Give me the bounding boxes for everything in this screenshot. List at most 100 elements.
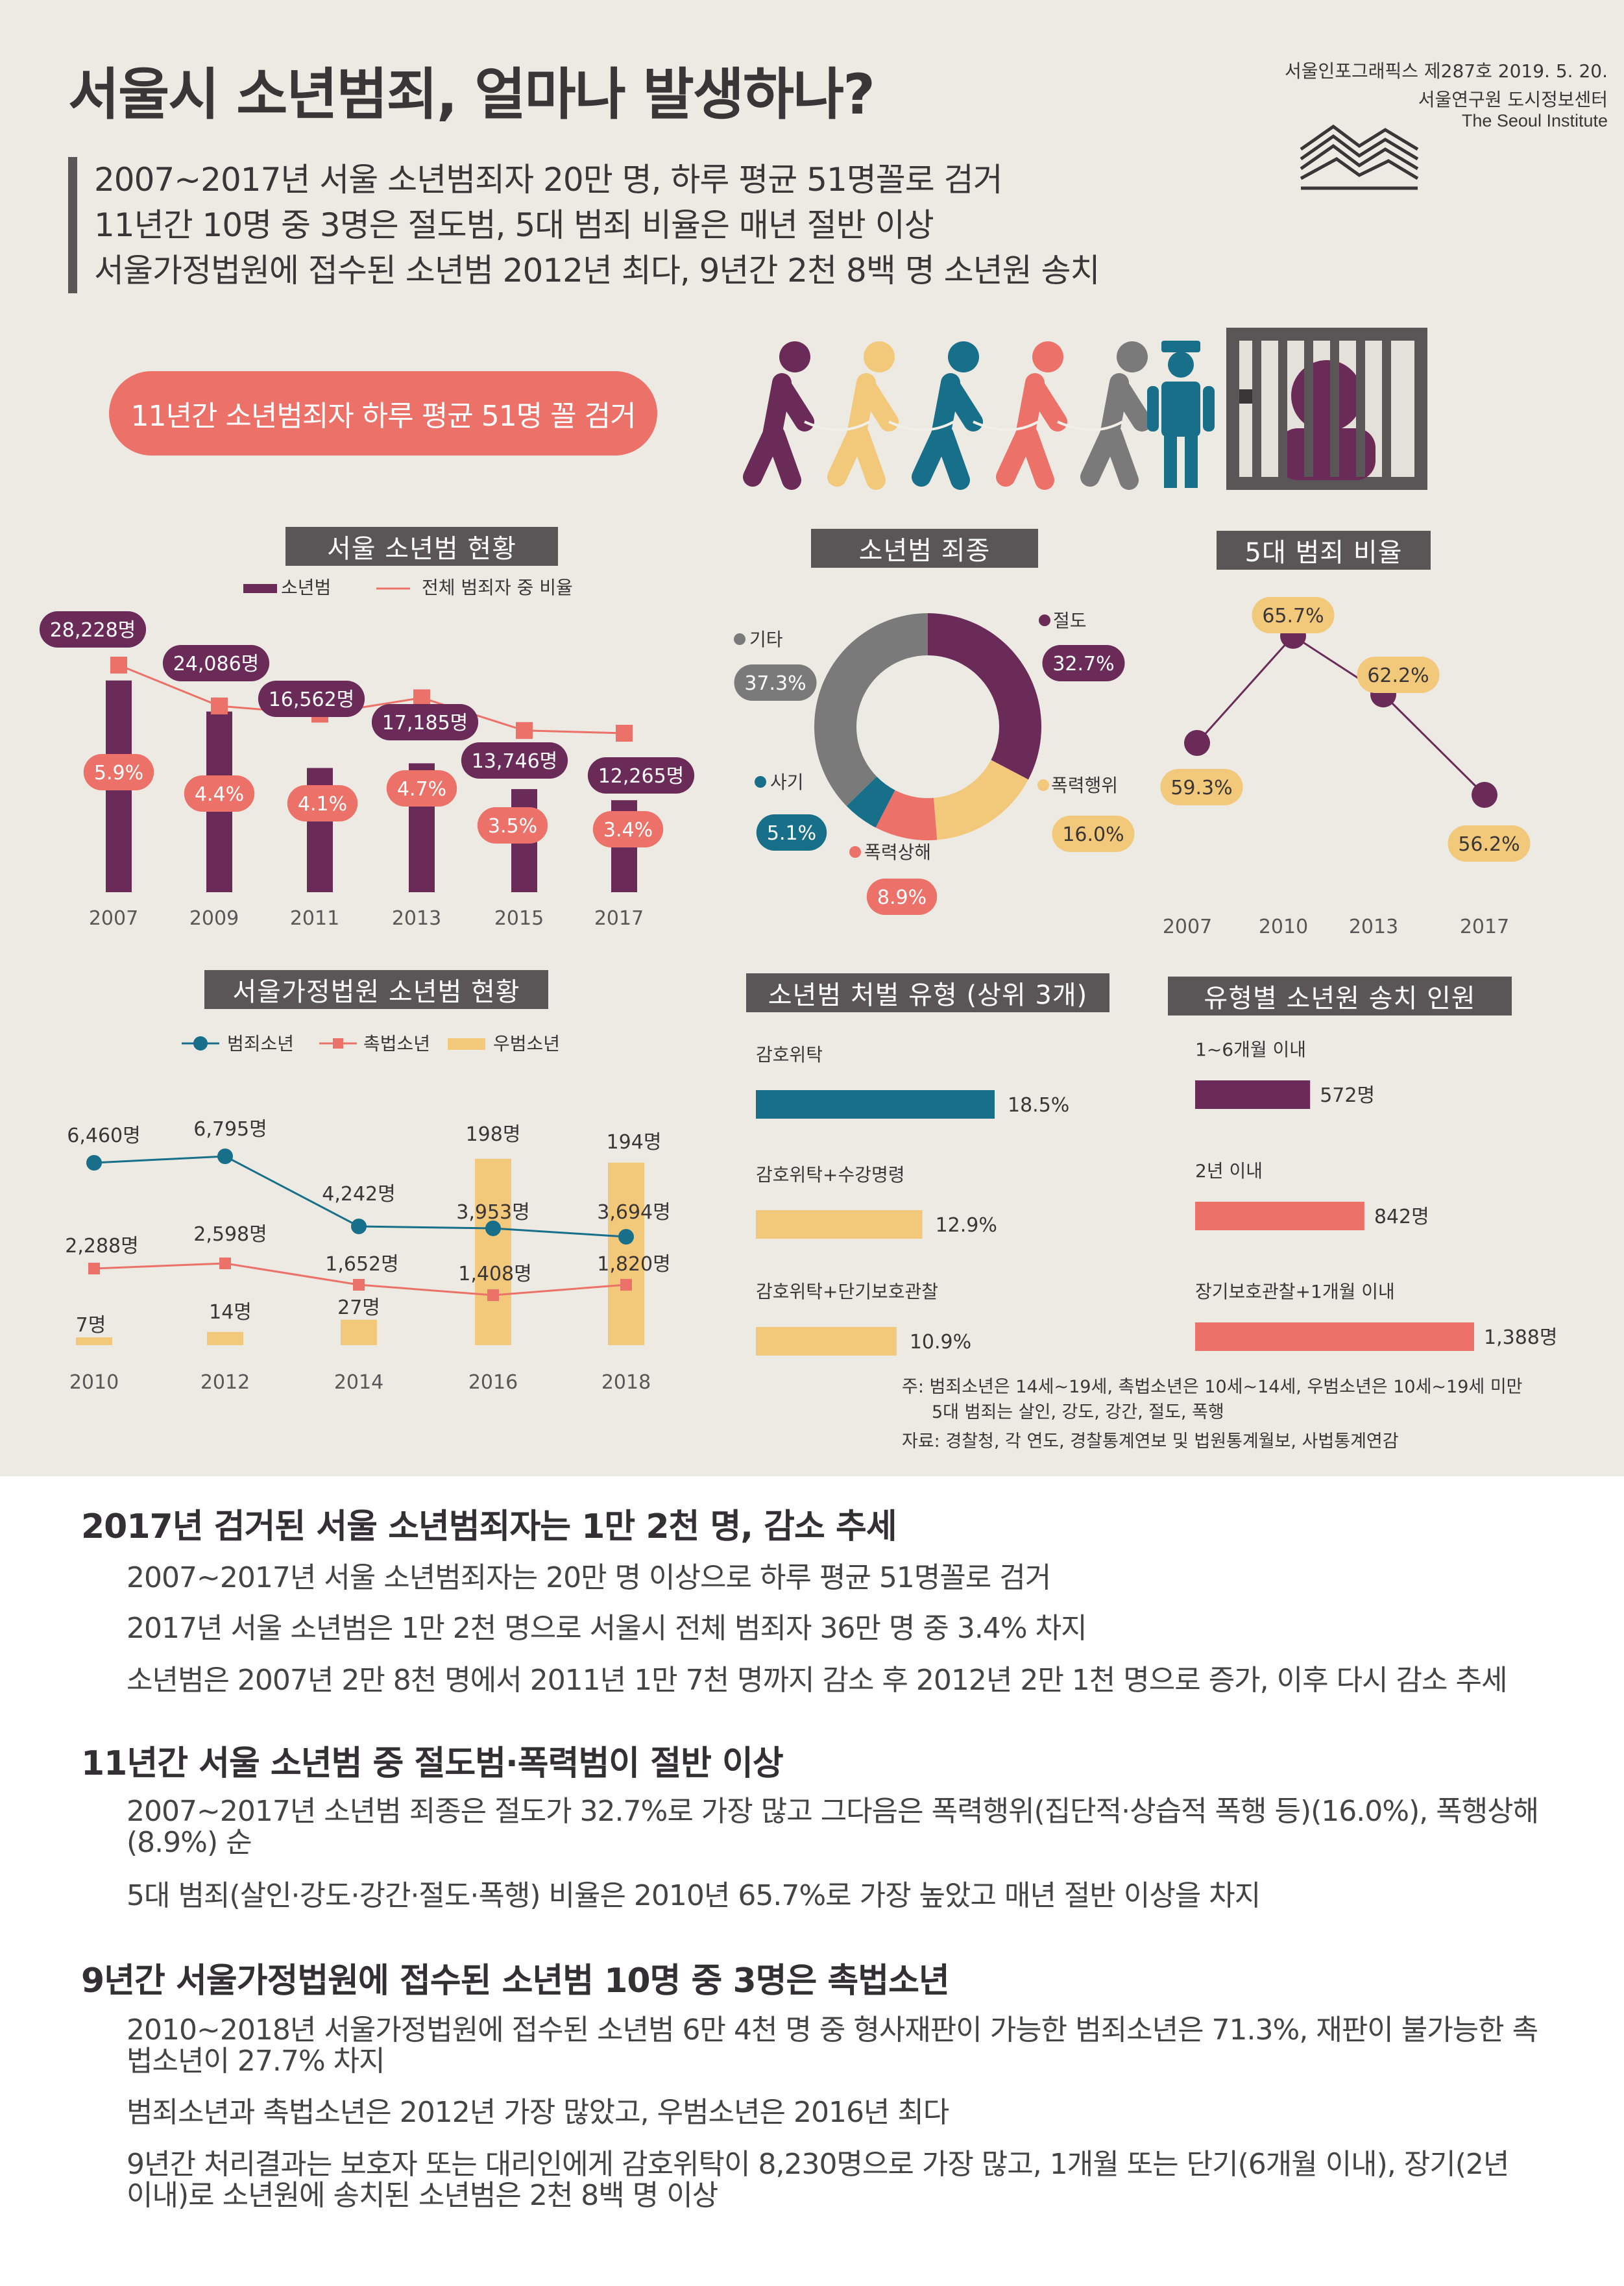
disposition-bar-3 <box>756 1327 897 1356</box>
section-head-juvenile-status: 서울 소년범 현황 <box>285 527 558 566</box>
slice-기타 <box>814 613 928 807</box>
criminal-point-2012 <box>217 1149 233 1164</box>
bar-label-2017-bg <box>587 757 695 794</box>
x-tick-2017: 2017 <box>594 907 644 930</box>
source-note: 자료: 경찰청, 각 연도, 경찰통계연보 및 법원통계월보, 사법통계연감 <box>902 1431 1399 1452</box>
criminal-label-2016: 3,953명 <box>456 1201 529 1224</box>
infographic-poster: 서울시 소년범죄, 얼마나 발생하나? 서울인포그래픽스 제287호 2019.… <box>0 0 1624 1476</box>
publication-info: 서울인포그래픽스 제287호 2019. 5. 20. 서울연구원 도시정보센터… <box>1285 57 1608 135</box>
legend-label-offender: 촉법소년 <box>363 1033 430 1054</box>
section-head-crime-types: 소년범 죄종 <box>811 529 1038 568</box>
slice-value-기타: 37.3% <box>744 672 806 695</box>
summary-paragraph-3: 소년범은 2007년 2만 8천 명에서 2011년 1만 7천 명까지 감소 … <box>127 1664 1507 1697</box>
crime-types-donut-chart: 절도 32.7% 폭력행위 16.0% 폭력상해 8.9% 사기 5.1% 기타 37.3% <box>734 610 1135 915</box>
legend-dot-criminal <box>193 1036 208 1051</box>
delinquent-label-2016: 198명 <box>466 1123 521 1146</box>
criminal-label-2010: 6,460명 <box>67 1125 140 1147</box>
disposition-value-1: 18.5% <box>1008 1094 1069 1117</box>
offender-point-2016 <box>487 1289 499 1301</box>
disposition-category-1: 감호위탁 <box>756 1044 823 1065</box>
x-tick-2013: 2013 <box>392 907 441 930</box>
disposition-category-2: 감호위탁+수강명령 <box>756 1164 905 1186</box>
footnotes: 주: 범죄소년은 14세~19세, 촉법소년은 10세~14세, 우범소년은 1… <box>902 1372 1523 1456</box>
slice-value-사기-bg <box>756 814 827 851</box>
bar-label-2013: 17,185명 <box>382 712 468 735</box>
delinquent-bar-2010 <box>76 1337 112 1345</box>
disposition-bar-2 <box>756 1210 923 1239</box>
detention-category-3: 장기보호관찰+1개월 이내 <box>1195 1281 1395 1302</box>
x-tick-2014: 2014 <box>334 1371 383 1394</box>
delinquent-label-2018: 194명 <box>607 1131 662 1154</box>
x-tick-2013: 2013 <box>1349 916 1398 938</box>
section-head-top5-ratio: 5대 범죄 비율 <box>1217 531 1431 570</box>
criminal-label-2012: 6,795명 <box>193 1118 267 1141</box>
offender-point-2012 <box>219 1258 231 1269</box>
institute-logo-icon <box>1300 124 1419 190</box>
ratio-label-2007-bg <box>1160 769 1243 805</box>
bar-label-2007-bg <box>39 611 147 648</box>
rate-label-2011-bg <box>287 785 358 821</box>
x-tick-2017: 2017 <box>1460 916 1509 938</box>
bar-label-2007: 28,228명 <box>50 619 136 642</box>
ratio-label-2007: 59.3% <box>1170 777 1232 799</box>
x-tick-2007: 2007 <box>1163 916 1212 938</box>
legend-dot-offender <box>333 1038 343 1049</box>
bar-label-2011-bg <box>258 681 365 717</box>
section-head-family-court: 서울가정법원 소년범 현황 <box>204 970 548 1009</box>
summary-heading-1: 2017년 검거된 서울 소년범죄자는 1만 2천 명, 감소 추세 <box>81 1507 897 1546</box>
legend-swatch-delinquent <box>448 1038 485 1050</box>
detention-value-2: 842명 <box>1374 1206 1429 1228</box>
x-tick-2018: 2018 <box>601 1371 651 1394</box>
slice-value-폭력상해: 8.9% <box>877 886 927 909</box>
criminal-label-2014: 4,242명 <box>322 1183 395 1206</box>
ratio-label-2013: 62.2% <box>1367 664 1429 687</box>
bar-label-2009: 24,086명 <box>173 653 260 675</box>
legend-label-criminal: 범죄소년 <box>227 1033 294 1054</box>
slice-value-기타-bg <box>734 664 817 701</box>
rate-label-2009: 4.4% <box>195 783 244 806</box>
rate-label-2009-bg <box>184 775 255 812</box>
bar-label-2017: 12,265명 <box>598 765 685 788</box>
rate-label-2013: 4.7% <box>397 778 446 801</box>
x-tick-2009: 2009 <box>189 907 239 930</box>
legend-label-폭력행위: 폭력행위 <box>1051 775 1118 796</box>
offender-label-2014: 1,652명 <box>325 1253 398 1276</box>
delinquent-label-2010: 7명 <box>76 1314 106 1337</box>
delinquent-bar-2016 <box>475 1158 511 1345</box>
slice-value-폭력상해-bg <box>866 879 938 915</box>
disposition-bar-1 <box>756 1090 995 1119</box>
rate-point-2015 <box>516 722 533 739</box>
delinquent-bar-2014 <box>341 1319 377 1345</box>
detention-value-3: 1,388명 <box>1484 1326 1557 1349</box>
rate-label-2013-bg <box>386 770 457 807</box>
legend-dot-폭력상해 <box>849 846 861 858</box>
criminal-point-2010 <box>86 1155 102 1171</box>
rate-line <box>118 664 625 735</box>
legend-swatch-bar <box>243 584 277 593</box>
summary-paragraph-7: 범죄소년과 촉법소년은 2012년 가장 많았고, 우범소년은 2016년 최다 <box>127 2096 949 2129</box>
legend-label-bar: 소년범 <box>281 577 331 598</box>
bar-label-2015-bg <box>461 742 568 779</box>
legend-label-사기: 사기 <box>770 772 804 793</box>
disposition-value-3: 10.9% <box>910 1331 971 1354</box>
bar-label-2011: 16,562명 <box>269 688 355 711</box>
bar-label-2015: 13,746명 <box>472 750 558 773</box>
slice-value-폭력행위-bg <box>1052 816 1135 852</box>
disposition-value-2: 12.9% <box>936 1214 997 1237</box>
offender-point-2018 <box>620 1279 632 1291</box>
ratio-line <box>1196 634 1486 796</box>
x-tick-2012: 2012 <box>200 1371 250 1394</box>
detention-bar-2 <box>1195 1202 1364 1230</box>
rate-label-2017-bg <box>592 811 664 847</box>
subtitle-block: 2007~2017년 서울 소년범죄자 20만 명, 하루 평균 51명꼴로 검… <box>68 157 1100 293</box>
subtitle-1: 2007~2017년 서울 소년범죄자 20만 명, 하루 평균 51명꼴로 검… <box>94 161 1003 199</box>
offender-label-2012: 2,598명 <box>193 1223 267 1246</box>
footnote-1: 주: 범죄소년은 14세~19세, 촉법소년은 10세~14세, 우범소년은 1… <box>902 1377 1523 1397</box>
criminal-point-2018 <box>618 1229 634 1245</box>
rate-point-2009 <box>211 698 228 714</box>
disposition-category-3: 감호위탁+단기보호관찰 <box>756 1281 938 1302</box>
legend-dot-폭력행위 <box>1037 779 1049 791</box>
slice-value-절도-bg <box>1042 645 1125 681</box>
criminal-label-2018: 3,694명 <box>597 1201 670 1224</box>
offenders-illustration-icon <box>743 328 1427 490</box>
